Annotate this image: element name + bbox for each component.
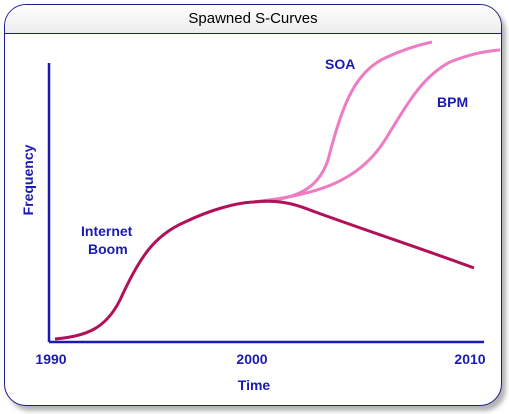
internet-label-line1: Internet (81, 223, 133, 239)
x-tick-1990: 1990 (35, 351, 66, 367)
x-tick-2000: 2000 (236, 351, 267, 367)
soa-curve (252, 40, 433, 204)
internet-boom-curve (54, 199, 475, 341)
internet-label-line2: Boom (88, 241, 128, 257)
x-axis-label: Time (238, 377, 271, 393)
x-tick-2010: 2010 (454, 351, 485, 367)
diagram-frame: Spawned S-Curves (4, 4, 502, 406)
diagram-title: Spawned S-Curves (5, 5, 501, 34)
soa-label: SOA (325, 56, 355, 72)
bpm-label: BPM (437, 94, 468, 110)
y-axis-label: Frequency (20, 144, 36, 215)
bpm-curve (252, 48, 501, 204)
